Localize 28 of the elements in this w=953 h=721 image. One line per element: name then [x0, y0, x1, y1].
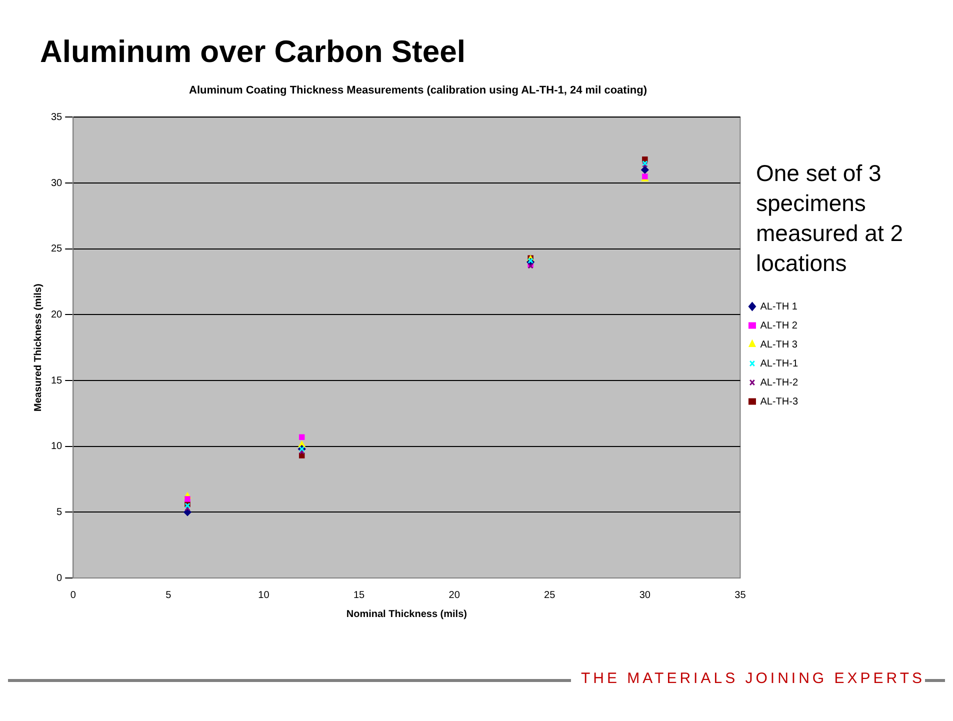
x-tick-label: 25	[544, 590, 556, 601]
legend-label: AL-TH-3	[760, 396, 798, 408]
chart-title: Aluminum Coating Thickness Measurements (calibration using AL-TH-1, 24 mil coating)	[189, 84, 648, 97]
x-tick-label: 0	[70, 590, 76, 601]
legend-label: AL-TH 2	[760, 320, 798, 332]
x-axis-title: Nominal Thickness (mils)	[346, 608, 467, 620]
legend-label: AL-TH-2	[760, 377, 798, 388]
legend-label: AL-TH 3	[760, 339, 798, 350]
x-tick-label: 20	[448, 590, 460, 601]
y-tick-label: 5	[56, 506, 63, 518]
x-tick-label: 10	[258, 590, 270, 601]
legend-label: AL-TH-1	[760, 358, 798, 370]
y-tick-label: 0	[56, 572, 63, 584]
y-axis-title: Measured Thickness (mils)	[32, 284, 44, 412]
x-tick-label: 5	[166, 590, 172, 601]
y-tick-label: 20	[51, 309, 63, 320]
y-tick-label: 15	[51, 375, 63, 386]
text: THE MATERIALS JOINING EXPERTS	[571, 670, 925, 687]
y-tick-label: 10	[51, 441, 63, 452]
y-tick-label: 25	[51, 244, 63, 255]
text: One set of 3 specimens measured at 2 locations	[756, 159, 904, 278]
y-tick-label: 30	[51, 178, 63, 189]
y-tick-label: 35	[51, 112, 63, 123]
text: Aluminum over Carbon Steel	[40, 34, 466, 70]
x-tick-label: 35	[734, 590, 746, 601]
x-tick-label: 30	[639, 590, 651, 601]
x-tick-label: 15	[353, 590, 366, 601]
legend-label: AL-TH 1	[760, 301, 798, 312]
